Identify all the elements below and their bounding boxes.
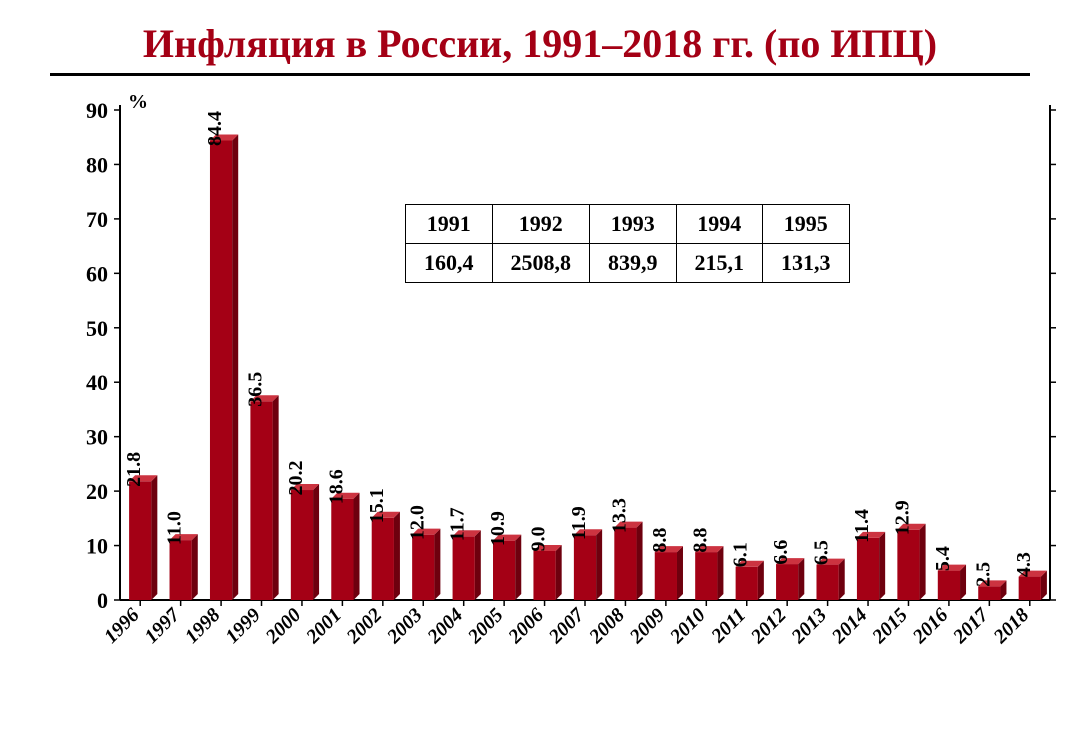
bar-value-label: 9.0	[528, 527, 550, 552]
inset-table-header-cell: 1994	[676, 205, 763, 244]
x-axis-year-label: 2014	[827, 604, 872, 649]
x-axis-year-label: 2013	[787, 604, 832, 649]
svg-text:50: 50	[86, 316, 108, 341]
svg-text:30: 30	[86, 425, 108, 450]
bar-value-label: 11.4	[851, 509, 873, 543]
bar-value-label: 36.5	[245, 372, 267, 407]
bar-value-label: 8.8	[689, 528, 711, 553]
inset-data-table: 19911992199319941995 160,42508,8839,9215,…	[405, 204, 850, 283]
bar-value-label: 84.4	[204, 111, 226, 146]
bar-value-label: 8.8	[649, 528, 671, 553]
x-axis-year-label: 2004	[423, 604, 468, 649]
bar-value-label: 4.3	[1013, 552, 1035, 577]
x-axis-year-label: 1999	[221, 604, 265, 648]
svg-text:70: 70	[86, 207, 108, 232]
inset-table-header-cell: 1993	[590, 205, 677, 244]
svg-text:10: 10	[86, 534, 108, 559]
svg-text:0: 0	[97, 588, 108, 613]
bar-value-label: 11.9	[568, 506, 590, 540]
x-axis-year-label: 2003	[382, 604, 427, 649]
x-axis-year-label: 2016	[908, 604, 953, 649]
bar-value-label: 6.6	[770, 540, 792, 565]
bar-value-label: 11.7	[447, 507, 469, 541]
inset-table-header-cell: 1991	[406, 205, 493, 244]
inset-table-cell: 215,1	[676, 244, 763, 283]
inset-table-cell: 160,4	[406, 244, 493, 283]
bar-value-label: 6.5	[811, 540, 833, 565]
svg-text:40: 40	[86, 370, 108, 395]
x-axis-year-label: 2012	[746, 604, 791, 649]
x-axis-year-label: 2002	[342, 604, 387, 649]
bar-chart: 0102030405060708090%21.8199611.0199784.4…	[70, 90, 1070, 690]
x-axis-year-label: 2007	[544, 603, 589, 648]
svg-text:%: %	[128, 91, 148, 113]
x-axis-year-label: 2015	[867, 604, 912, 649]
bar-value-label: 12.9	[891, 500, 913, 535]
x-axis-year-label: 2000	[261, 604, 306, 649]
bar-value-label: 21.8	[123, 452, 145, 487]
x-axis-year-label: 2018	[989, 604, 1034, 649]
bar-value-label: 11.0	[164, 511, 186, 545]
inset-table-cell: 131,3	[763, 244, 850, 283]
bar-value-label: 5.4	[932, 546, 954, 571]
bar-value-label: 6.1	[730, 542, 752, 567]
x-axis-year-label: 2011	[707, 604, 751, 648]
chart-title: Инфляция в России, 1991–2018 гг. (по ИПЦ…	[20, 20, 1060, 67]
x-axis-year-label: 1998	[181, 604, 225, 648]
svg-text:90: 90	[86, 98, 108, 123]
x-axis-year-label: 2005	[463, 604, 508, 649]
x-axis-year-label: 2001	[301, 604, 346, 649]
bar-value-label: 20.2	[285, 461, 307, 496]
svg-text:80: 80	[86, 152, 108, 177]
bar-value-label: 10.9	[487, 511, 509, 546]
x-axis-year-label: 2017	[948, 603, 993, 648]
chart-area: 0102030405060708090%21.8199611.0199784.4…	[70, 90, 1060, 690]
svg-text:20: 20	[86, 479, 108, 504]
inset-table-header-cell: 1992	[492, 205, 590, 244]
inset-table-cell: 839,9	[590, 244, 677, 283]
bar-value-label: 13.3	[608, 498, 630, 533]
x-axis-year-label: 2009	[625, 604, 670, 649]
bar-value-label: 15.1	[366, 488, 388, 523]
x-axis-year-label: 2008	[584, 604, 629, 649]
x-axis-year-label: 2010	[665, 604, 710, 649]
svg-text:60: 60	[86, 261, 108, 286]
inset-table-header-cell: 1995	[763, 205, 850, 244]
inset-table-cell: 2508,8	[492, 244, 590, 283]
x-axis-year-label: 1997	[140, 603, 185, 648]
bar-value-label: 2.5	[972, 562, 994, 587]
bar-value-label: 12.0	[406, 505, 428, 540]
bar-value-label: 18.6	[325, 469, 347, 504]
x-axis-year-label: 2006	[504, 604, 549, 649]
title-underline	[50, 73, 1030, 76]
